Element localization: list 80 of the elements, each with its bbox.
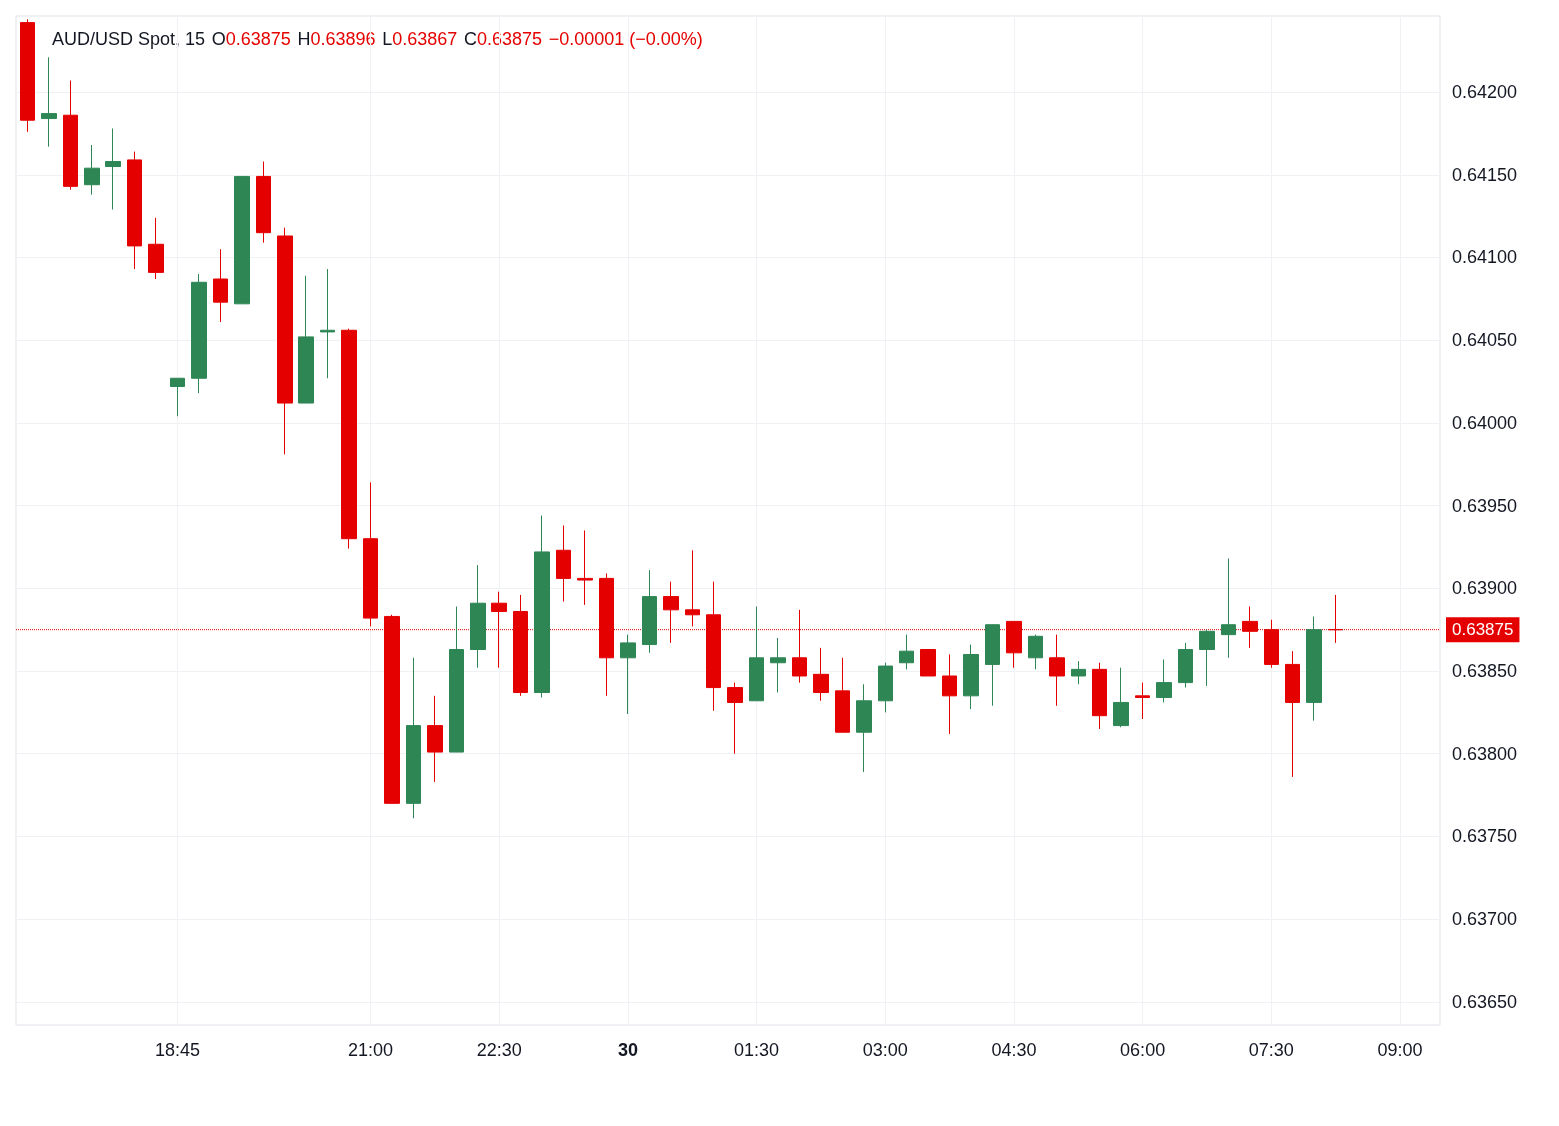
y-tick-label: 0.64050 xyxy=(1452,330,1518,351)
x-tick-label: 30 xyxy=(617,1040,638,1060)
candlestick xyxy=(427,695,443,783)
x-tick-label: 04:30 xyxy=(991,1040,1037,1060)
x-tick-label: 22:30 xyxy=(476,1040,522,1060)
candlestick xyxy=(856,683,872,773)
y-tick-label: 0.63900 xyxy=(1452,578,1518,599)
candlestick xyxy=(813,647,829,702)
candlestick xyxy=(41,56,57,148)
x-tick-label: 21:00 xyxy=(348,1040,394,1060)
ref-line-label: 0.63875 xyxy=(1452,620,1514,640)
y-tick-label: 0.64150 xyxy=(1452,164,1518,185)
candlestick xyxy=(256,161,271,244)
annotation: L0.63867 xyxy=(382,29,458,49)
candlestick xyxy=(105,127,121,211)
candlestick xyxy=(985,624,1000,707)
candlestick xyxy=(298,275,314,404)
candlestick xyxy=(320,268,335,379)
candlestick xyxy=(191,273,207,394)
y-tick-label: 0.64000 xyxy=(1452,412,1518,433)
candlestick xyxy=(577,529,593,606)
candlestick xyxy=(1156,658,1172,703)
candlestick xyxy=(727,682,743,755)
candlestick xyxy=(770,637,786,694)
candlestick xyxy=(534,515,550,698)
y-tick-label: 0.63750 xyxy=(1452,826,1518,847)
annotation: C0.63875 xyxy=(463,29,543,49)
candlestick xyxy=(1306,615,1322,722)
annotation: −0.00001 (−0.00%) xyxy=(548,29,703,49)
candlestick xyxy=(963,644,979,710)
x-tick-label: 06:00 xyxy=(1120,1040,1166,1060)
y-tick-label: 0.63800 xyxy=(1452,743,1518,764)
candlestick xyxy=(835,657,850,733)
annotation: H0.63896 xyxy=(297,29,376,49)
candlestick xyxy=(620,634,636,715)
candlestick xyxy=(1135,682,1150,720)
candlestick xyxy=(1049,634,1065,707)
y-tick-label: 0.63650 xyxy=(1452,991,1518,1012)
candlestick xyxy=(449,606,464,753)
candlestick xyxy=(63,80,78,191)
candlestick xyxy=(170,377,185,417)
x-tick-label: 18:45 xyxy=(155,1040,201,1060)
x-tick-label: 01:30 xyxy=(734,1040,780,1060)
candlestick xyxy=(341,328,357,550)
candlestick xyxy=(148,217,164,280)
candlestick xyxy=(899,634,914,670)
candlestick xyxy=(1028,634,1043,670)
candlestick xyxy=(406,657,421,819)
candlestick xyxy=(642,569,657,654)
y-tick-label: 0.63850 xyxy=(1452,661,1518,682)
candlestick xyxy=(556,524,571,603)
x-tick-label: 07:30 xyxy=(1248,1040,1294,1060)
candlestick xyxy=(1071,660,1086,685)
candlestick xyxy=(470,564,486,669)
y-tick-label: 0.63950 xyxy=(1452,495,1518,516)
candlestick xyxy=(277,227,293,455)
candlestick xyxy=(878,662,893,713)
x-tick-label: 03:00 xyxy=(862,1040,908,1060)
candlestick xyxy=(1178,642,1193,689)
candlestick xyxy=(1221,558,1236,659)
candlestick xyxy=(363,481,378,627)
y-tick-label: 0.64200 xyxy=(1452,82,1518,103)
candlestick xyxy=(234,175,250,305)
text: AUD/USD Spot, 15 xyxy=(52,29,206,49)
y-tick-label: 0.63700 xyxy=(1452,909,1518,930)
candlestick xyxy=(1285,650,1300,778)
x-tick-label: 09:00 xyxy=(1377,1040,1423,1060)
candlestick xyxy=(127,151,142,270)
candlestick xyxy=(213,248,228,323)
candlestick xyxy=(84,144,100,196)
candlestick xyxy=(20,18,35,133)
candlestick xyxy=(749,606,764,702)
candlestick xyxy=(920,649,936,677)
candlestick xyxy=(1113,667,1129,728)
candlestick xyxy=(1199,629,1215,687)
candlestick xyxy=(685,549,700,627)
candlestick xyxy=(1092,662,1107,730)
y-tick-label: 0.64100 xyxy=(1452,247,1518,268)
candlestick xyxy=(942,653,957,735)
annotation: O0.63875 xyxy=(211,29,291,49)
